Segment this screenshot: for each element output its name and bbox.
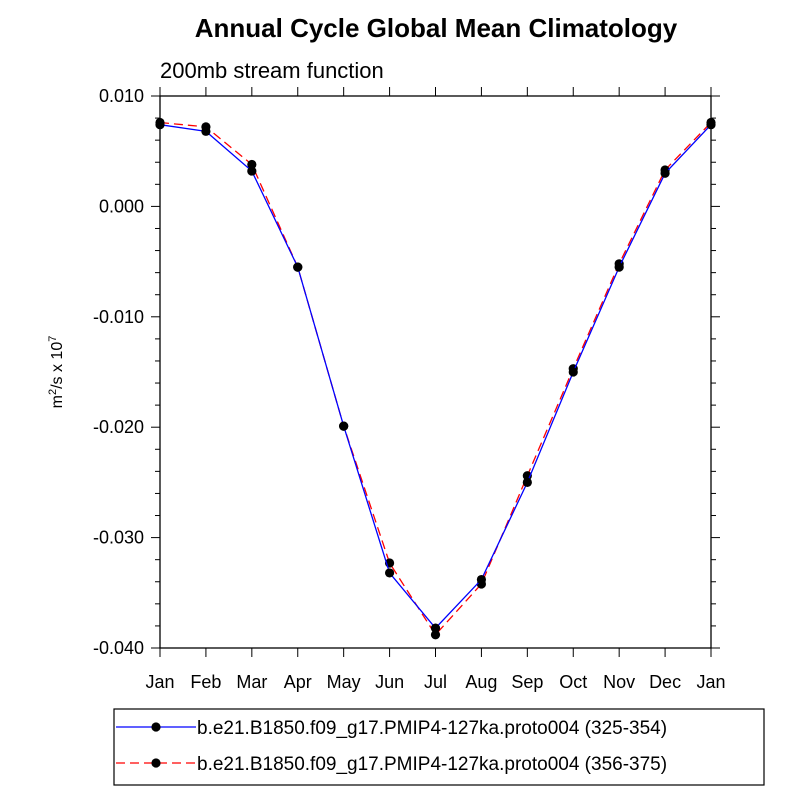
x-axis-ticks (159, 87, 712, 657)
plot-frame (159, 95, 712, 649)
chart-subtitle: 200mb stream function (160, 58, 384, 83)
series-group (155, 117, 716, 640)
chart-title: Annual Cycle Global Mean Climatology (195, 13, 678, 43)
series-1-point (339, 421, 349, 431)
legend-label-1: b.e21.B1850.f09_g17.PMIP4-127ka.proto004… (197, 718, 667, 739)
x-tick-label: Mar (236, 672, 267, 692)
x-tick-label: Jan (145, 672, 174, 692)
x-tick-label: Sep (511, 672, 543, 692)
series-1-point (614, 262, 624, 272)
x-tick-label: Apr (284, 672, 312, 692)
x-tick-label: Dec (649, 672, 681, 692)
legend-marker-2 (151, 758, 161, 768)
series-1-point (706, 120, 716, 130)
series-2-point (247, 159, 257, 170)
x-tick-label: May (327, 672, 361, 692)
y-tick-label: -0.040 (93, 638, 144, 658)
legend-box (113, 708, 765, 786)
x-tick-label: Aug (465, 672, 497, 692)
series-1-point (568, 367, 578, 377)
y-tick-label: -0.030 (93, 528, 144, 548)
x-tick-label: Feb (190, 672, 221, 692)
legend-label-2: b.e21.B1850.f09_g17.PMIP4-127ka.proto004… (197, 754, 667, 775)
y-tick-label: 0.000 (99, 196, 144, 216)
x-tick-labels: Jan Feb Mar Apr May Jun Jul Aug Sep Oct Nov Dec Jan (145, 672, 725, 692)
x-tick-label: Nov (603, 672, 635, 692)
legend: b.e21.B1850.f09_g17.PMIP4-127ka.proto004… (116, 718, 667, 775)
y-axis-label: m2/s x 107 (47, 336, 66, 409)
y-axis-ticks (151, 95, 720, 649)
series-1-point (247, 166, 257, 176)
series-1-point (201, 126, 211, 136)
series-1-point (476, 574, 487, 585)
series-2-line (159, 121, 712, 636)
x-tick-label: Jan (696, 672, 725, 692)
series-1-point (430, 623, 441, 633)
x-tick-label: Jun (375, 672, 404, 692)
legend-marker-1 (151, 722, 161, 732)
x-tick-label: Oct (559, 672, 587, 692)
x-tick-label: Jul (424, 672, 447, 692)
y-tick-label: -0.010 (93, 307, 144, 327)
series-1-point (293, 262, 303, 272)
series-1-point (522, 477, 532, 487)
series-1-point (660, 168, 670, 178)
series-1 (155, 120, 716, 633)
series-1-point (384, 568, 395, 578)
series-1-line (159, 124, 712, 630)
y-tick-label: -0.020 (93, 417, 144, 437)
y-tick-labels: 0.010 0.000 -0.010 -0.020 -0.030 -0.040 (93, 86, 144, 658)
series-2-point (430, 630, 441, 640)
series-1-point (155, 120, 165, 130)
y-tick-label: 0.010 (99, 86, 144, 106)
series-2 (155, 117, 716, 640)
